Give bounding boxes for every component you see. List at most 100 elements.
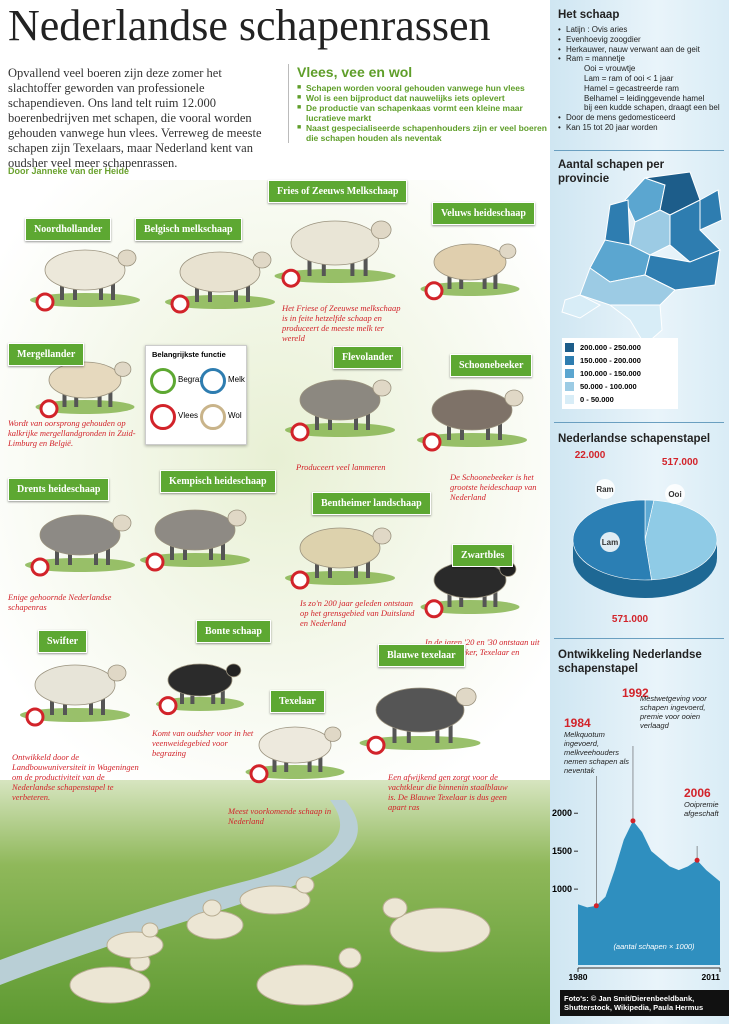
fact-subitem: Belhamel = leidinggevende hamel bbox=[584, 93, 705, 103]
facts-title: Het schaap bbox=[558, 9, 620, 21]
sheep bbox=[285, 379, 395, 442]
y-tick-label: 1000 bbox=[552, 884, 572, 894]
leg bbox=[108, 387, 113, 407]
breed-caption: Komt van oudsher voor in het veenweidege… bbox=[152, 728, 254, 758]
line-title: Ontwikkeling Nederlandse schapenstapel bbox=[558, 649, 702, 675]
function-icon bbox=[158, 696, 178, 716]
credits: Foto's: © Jan Smit/Dierenbeeldbank, Shut… bbox=[560, 990, 729, 1016]
legend-swatch bbox=[565, 369, 574, 378]
legend-swatch bbox=[565, 395, 574, 404]
body bbox=[48, 361, 122, 399]
legend-swatch bbox=[565, 343, 574, 352]
body bbox=[433, 243, 507, 281]
breed-tag: Veluws heideschaap bbox=[432, 202, 535, 225]
sheep bbox=[30, 249, 140, 312]
function-icon bbox=[290, 422, 310, 442]
function-icon bbox=[424, 281, 444, 301]
leg bbox=[55, 543, 59, 565]
leg bbox=[101, 693, 105, 715]
pie-chart: Ram 22.000 Ooi 517.000 Lam 571.000 bbox=[572, 450, 718, 625]
leg bbox=[318, 752, 323, 772]
pie-category: Ooi bbox=[668, 490, 681, 499]
breed-caption: Een afwijkend gen zorgt voor de vachtkle… bbox=[388, 772, 508, 812]
annotation-point bbox=[593, 903, 599, 909]
body bbox=[433, 561, 507, 599]
unit-note: (aantal schapen × 1000) bbox=[613, 942, 695, 951]
annotation-point bbox=[694, 857, 700, 863]
sidebar: Ram 22.000 Ooi 517.000 Lam 571.000 1000 1500 20… bbox=[550, 0, 729, 1024]
facts-item: Naast gespecialiseerde schapenhouders zi… bbox=[297, 123, 547, 143]
breed-caption: De Schoonebeeker is het grootste heidesc… bbox=[450, 472, 537, 502]
leg bbox=[493, 587, 498, 607]
annotation-text: Mestwetgeving voor schapen ingevoerd, pr… bbox=[640, 694, 707, 730]
fact-subitem: Ooi = vrouwtje bbox=[584, 64, 636, 74]
head bbox=[227, 509, 247, 527]
lying-sheep bbox=[69, 876, 491, 1006]
fact-item: • Latijn : Ovis aries bbox=[558, 25, 628, 34]
head bbox=[455, 687, 477, 707]
function-icon bbox=[290, 570, 310, 590]
sheep bbox=[285, 527, 395, 590]
leg bbox=[447, 587, 452, 607]
function-icon bbox=[145, 552, 165, 572]
leg bbox=[448, 718, 453, 743]
pie-value: 571.000 bbox=[612, 614, 649, 625]
head bbox=[504, 389, 524, 407]
breed-caption: Het Friese of Zeeuwse melkschaap is in f… bbox=[282, 303, 401, 343]
breed-caption: Wordt van oorsprong gehouden op kalkrijk… bbox=[8, 418, 136, 448]
leg bbox=[211, 686, 216, 704]
sidebar-graphics: Ram 22.000 Ooi 517.000 Lam 571.000 1000 1500 20… bbox=[552, 171, 723, 982]
breed-tag: Bonte schaap bbox=[196, 620, 271, 643]
head bbox=[226, 663, 242, 678]
legend-icon bbox=[200, 404, 226, 430]
leg bbox=[366, 556, 370, 578]
sheep bbox=[274, 220, 396, 288]
breed-tag: Flevolander bbox=[333, 346, 403, 369]
breed-tag: Schoonebeeker bbox=[450, 354, 533, 377]
sheep bbox=[165, 251, 275, 314]
body bbox=[258, 726, 332, 764]
leg bbox=[50, 693, 54, 715]
function-icon bbox=[35, 292, 55, 312]
head bbox=[117, 249, 137, 267]
legend-label: Melk bbox=[228, 375, 245, 384]
sheep bbox=[359, 687, 481, 755]
leg bbox=[315, 556, 319, 578]
leg bbox=[89, 693, 93, 715]
bullet: • bbox=[558, 25, 561, 34]
fact-item: • Door de mens gedomesticeerd bbox=[558, 113, 676, 123]
leg bbox=[482, 587, 487, 607]
leg bbox=[447, 269, 452, 289]
bullet: • bbox=[558, 44, 561, 54]
pie-title: Nederlandse schapenstapel bbox=[558, 433, 711, 445]
facts-title: Vlees, vee en wol bbox=[297, 64, 413, 80]
page-title: Nederlandse schapenrassen bbox=[8, 1, 491, 50]
pie-value: 517.000 bbox=[662, 457, 699, 468]
leg bbox=[234, 280, 238, 302]
leg bbox=[354, 556, 358, 578]
bullet: • bbox=[558, 34, 561, 44]
leg bbox=[363, 251, 368, 276]
annotation-year: 2006 bbox=[684, 786, 711, 800]
legend-label: 50.000 - 100.000 bbox=[580, 382, 637, 391]
head bbox=[107, 664, 127, 682]
bullet: • bbox=[558, 113, 561, 123]
sheep-icon bbox=[600, 532, 620, 552]
leg bbox=[447, 418, 451, 440]
leg bbox=[62, 387, 67, 407]
breed-caption: Ontwikkeld door de Landbouwuniversiteit … bbox=[12, 752, 139, 802]
body bbox=[39, 514, 121, 556]
leg bbox=[220, 686, 225, 704]
fact-item: • Ram = mannetje bbox=[558, 54, 625, 64]
fact-item: • Evenhoevig zoogdier bbox=[558, 34, 641, 44]
map-title: Aantal schapen per provincie bbox=[558, 159, 665, 185]
head bbox=[112, 514, 132, 532]
breed-tag: Texelaar bbox=[270, 690, 325, 713]
leg bbox=[315, 408, 319, 430]
function-icon bbox=[281, 268, 301, 288]
head bbox=[324, 726, 342, 742]
leg bbox=[180, 686, 184, 704]
background bbox=[0, 180, 550, 1024]
legend-label: 100.000 - 150.000 bbox=[580, 369, 641, 378]
